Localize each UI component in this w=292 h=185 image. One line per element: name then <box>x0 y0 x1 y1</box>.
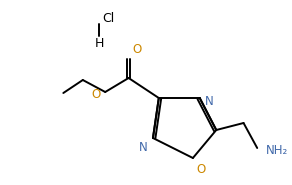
Text: H: H <box>95 36 104 50</box>
Text: O: O <box>133 43 142 56</box>
Text: NH₂: NH₂ <box>266 144 288 157</box>
Text: N: N <box>205 95 213 108</box>
Text: Cl: Cl <box>102 11 114 24</box>
Text: O: O <box>91 88 100 100</box>
Text: N: N <box>139 141 148 154</box>
Text: O: O <box>197 163 206 176</box>
